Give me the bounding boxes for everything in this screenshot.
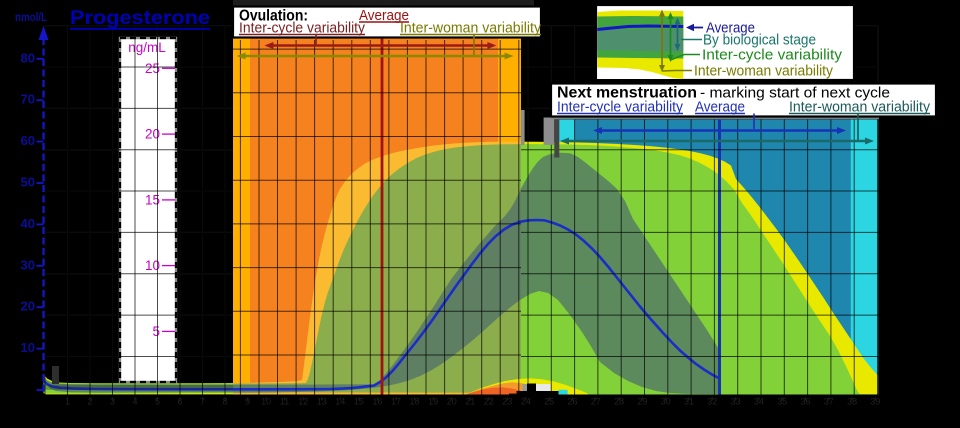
- svg-text:15: 15: [145, 192, 160, 207]
- svg-text:Next menstruation: Next menstruation: [557, 85, 697, 102]
- svg-text:36: 36: [800, 397, 810, 407]
- svg-text:60: 60: [21, 133, 35, 148]
- svg-text:39: 39: [870, 397, 880, 407]
- svg-text:8: 8: [222, 397, 227, 407]
- svg-text:13: 13: [317, 397, 327, 407]
- svg-text:37: 37: [824, 397, 834, 407]
- svg-text:2: 2: [87, 397, 92, 407]
- svg-text:nmol/L: nmol/L: [15, 12, 47, 24]
- svg-text:32: 32: [707, 397, 717, 407]
- svg-text:19: 19: [428, 397, 438, 407]
- svg-text:12: 12: [298, 397, 308, 407]
- svg-text:34: 34: [754, 397, 764, 407]
- svg-text:70: 70: [21, 92, 35, 107]
- svg-text:29: 29: [637, 397, 647, 407]
- svg-text:50: 50: [21, 175, 35, 190]
- svg-text:10: 10: [21, 340, 35, 355]
- svg-text:5: 5: [155, 397, 160, 407]
- svg-text:By biological stage: By biological stage: [703, 32, 816, 49]
- svg-text:Inter-cycle variability: Inter-cycle variability: [557, 100, 684, 116]
- svg-text:30: 30: [661, 397, 671, 407]
- svg-text:Average: Average: [706, 20, 755, 37]
- svg-text:Inter-woman variability: Inter-woman variability: [789, 100, 931, 116]
- svg-text:27: 27: [591, 397, 601, 407]
- svg-text:15: 15: [354, 397, 364, 407]
- svg-text:31: 31: [684, 397, 694, 407]
- svg-text:3: 3: [110, 397, 115, 407]
- svg-text:21: 21: [465, 397, 475, 407]
- svg-text:Inter-cycle variability: Inter-cycle variability: [702, 47, 843, 64]
- svg-text:Progesterone: Progesterone: [70, 8, 210, 29]
- svg-text:4: 4: [132, 397, 137, 407]
- svg-text:9: 9: [245, 397, 250, 407]
- svg-text:11: 11: [280, 397, 289, 407]
- svg-text:5: 5: [152, 324, 160, 339]
- svg-text:35: 35: [777, 397, 787, 407]
- svg-text:14: 14: [335, 397, 345, 407]
- svg-text:20: 20: [447, 397, 457, 407]
- svg-text:Inter-cycle variability: Inter-cycle variability: [239, 21, 366, 37]
- svg-text:16: 16: [372, 397, 382, 407]
- svg-text:10: 10: [145, 258, 160, 273]
- svg-text:25: 25: [544, 397, 554, 407]
- svg-text:18: 18: [409, 397, 419, 407]
- svg-text:7: 7: [200, 397, 205, 407]
- svg-text:ng/mL: ng/mL: [128, 40, 166, 55]
- svg-text:10: 10: [261, 397, 271, 407]
- svg-text:Inter-woman variability: Inter-woman variability: [694, 63, 833, 80]
- svg-text:30: 30: [21, 257, 35, 272]
- svg-text:33: 33: [731, 397, 741, 407]
- svg-text:1: 1: [65, 397, 70, 407]
- svg-text:28: 28: [614, 397, 624, 407]
- svg-text:Average: Average: [359, 8, 409, 24]
- svg-text:20: 20: [21, 299, 35, 314]
- svg-text:Average: Average: [695, 100, 745, 116]
- svg-text:22: 22: [484, 397, 494, 407]
- svg-text:23: 23: [502, 397, 512, 407]
- svg-text:38: 38: [847, 397, 857, 407]
- svg-text:17: 17: [391, 397, 401, 407]
- svg-text:40: 40: [21, 216, 35, 231]
- svg-text:20: 20: [145, 127, 160, 142]
- svg-text:24: 24: [521, 397, 531, 407]
- svg-text:80: 80: [21, 50, 35, 65]
- svg-text:- marking start of next cycle: - marking start of next cycle: [700, 85, 890, 102]
- svg-text:Ovulation:: Ovulation:: [239, 8, 308, 25]
- svg-text:26: 26: [567, 397, 577, 407]
- svg-text:Inter-woman variability: Inter-woman variability: [400, 21, 542, 37]
- svg-text:6: 6: [177, 397, 182, 407]
- svg-text:25: 25: [145, 61, 160, 76]
